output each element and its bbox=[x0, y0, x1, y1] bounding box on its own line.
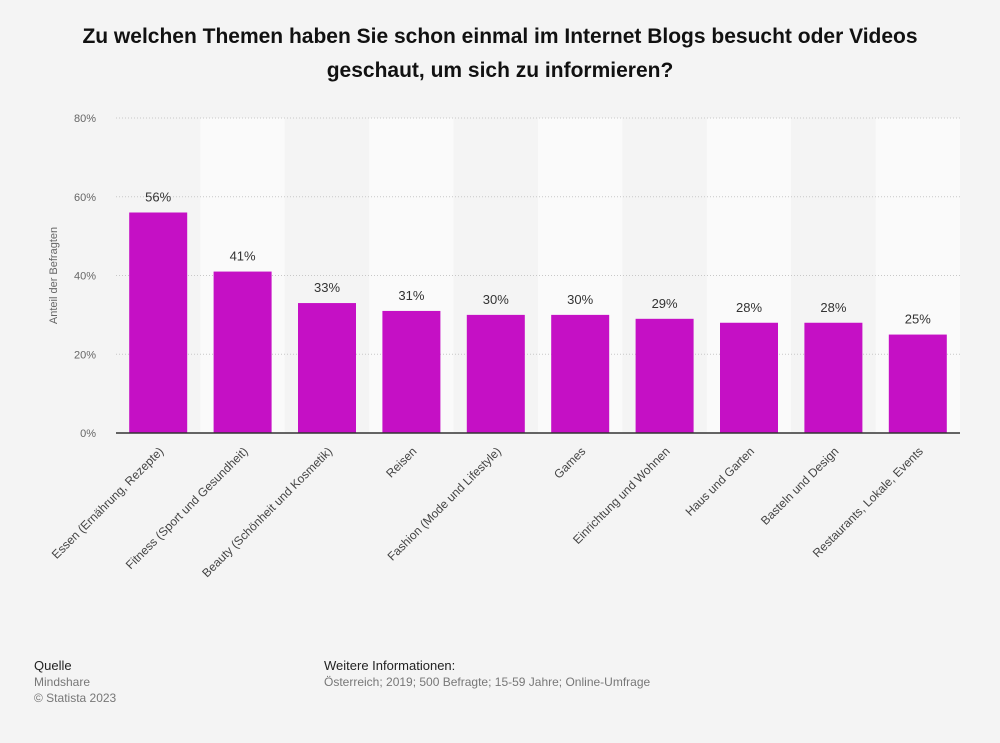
chart-title: Zu welchen Themen haben Sie schon einmal… bbox=[82, 25, 918, 82]
data-label: 28% bbox=[820, 300, 846, 315]
bar bbox=[551, 314, 610, 433]
y-tick-label: 20% bbox=[74, 349, 96, 361]
bar bbox=[720, 322, 778, 433]
y-tick-label: 60% bbox=[74, 192, 96, 204]
y-tick-label: 40% bbox=[74, 271, 96, 283]
bar bbox=[129, 212, 188, 433]
bar bbox=[888, 334, 947, 433]
y-tick-label: 80% bbox=[74, 113, 96, 125]
source-name: Mindshare bbox=[34, 675, 91, 689]
bar bbox=[466, 314, 525, 433]
source-block: Quelle Mindshare © Statista 2023 bbox=[34, 658, 116, 706]
info-heading: Weitere Informationen: bbox=[324, 658, 456, 673]
data-label: 31% bbox=[398, 288, 424, 303]
bar bbox=[213, 271, 272, 433]
bar bbox=[298, 303, 356, 433]
bar bbox=[382, 310, 441, 433]
data-label: 33% bbox=[314, 280, 340, 295]
y-axis-label: Anteil der Befragten bbox=[48, 227, 60, 324]
info-text: Österreich; 2019; 500 Befragte; 15-59 Ja… bbox=[324, 675, 651, 689]
data-label: 56% bbox=[145, 190, 171, 205]
x-tick-label: Games bbox=[551, 444, 588, 481]
source-heading: Quelle bbox=[34, 658, 72, 673]
y-tick-label: 0% bbox=[80, 428, 96, 440]
data-label: 28% bbox=[736, 300, 762, 315]
data-label: 29% bbox=[652, 296, 678, 311]
x-tick-label: Reisen bbox=[383, 444, 419, 480]
data-label: 41% bbox=[230, 249, 256, 264]
x-tick-label: Einrichtung und Wohnen bbox=[570, 444, 673, 547]
x-tick-label: Haus und Garten bbox=[683, 444, 758, 519]
x-tick-label: Basteln und Design bbox=[758, 444, 841, 527]
info-block: Weitere Informationen: Österreich; 2019;… bbox=[324, 658, 650, 690]
data-label: 30% bbox=[567, 292, 593, 307]
bar bbox=[804, 322, 863, 433]
data-label: 25% bbox=[905, 312, 931, 327]
copyright: © Statista 2023 bbox=[34, 691, 117, 705]
bar bbox=[635, 318, 694, 433]
data-label: 30% bbox=[483, 292, 509, 307]
bar-chart: 0%20%40%60%80%Anteil der Befragten56%Ess… bbox=[48, 113, 960, 580]
